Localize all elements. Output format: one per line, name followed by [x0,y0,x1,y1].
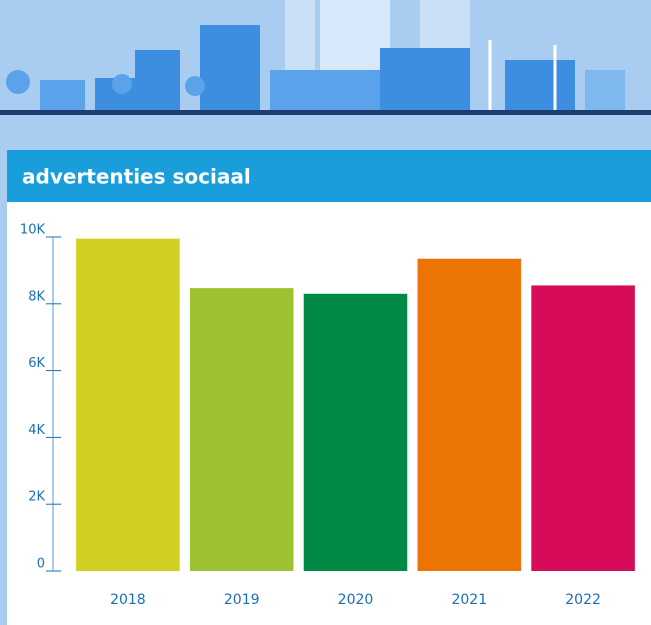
x-tick-label: 2019 [224,592,260,608]
bar [303,293,408,571]
x-tick-label: 2021 [451,592,487,608]
bar [531,285,635,571]
skyline [0,0,651,115]
bar [76,238,180,572]
bar [189,288,294,571]
bar [417,258,522,571]
x-tick-label: 2020 [338,592,374,608]
y-tick-label: 2K [28,490,45,505]
y-tick-label: 8K [28,289,45,304]
x-tick-label: 2022 [565,592,601,608]
y-tick-label: 10K [20,223,46,238]
title-bar [7,150,651,202]
y-tick-label: 0 [37,557,45,572]
y-tick-label: 6K [28,356,45,371]
x-tick-label: 2018 [110,592,146,608]
chart-title: advertenties sociaal [22,165,251,189]
y-tick-label: 4K [28,423,45,438]
